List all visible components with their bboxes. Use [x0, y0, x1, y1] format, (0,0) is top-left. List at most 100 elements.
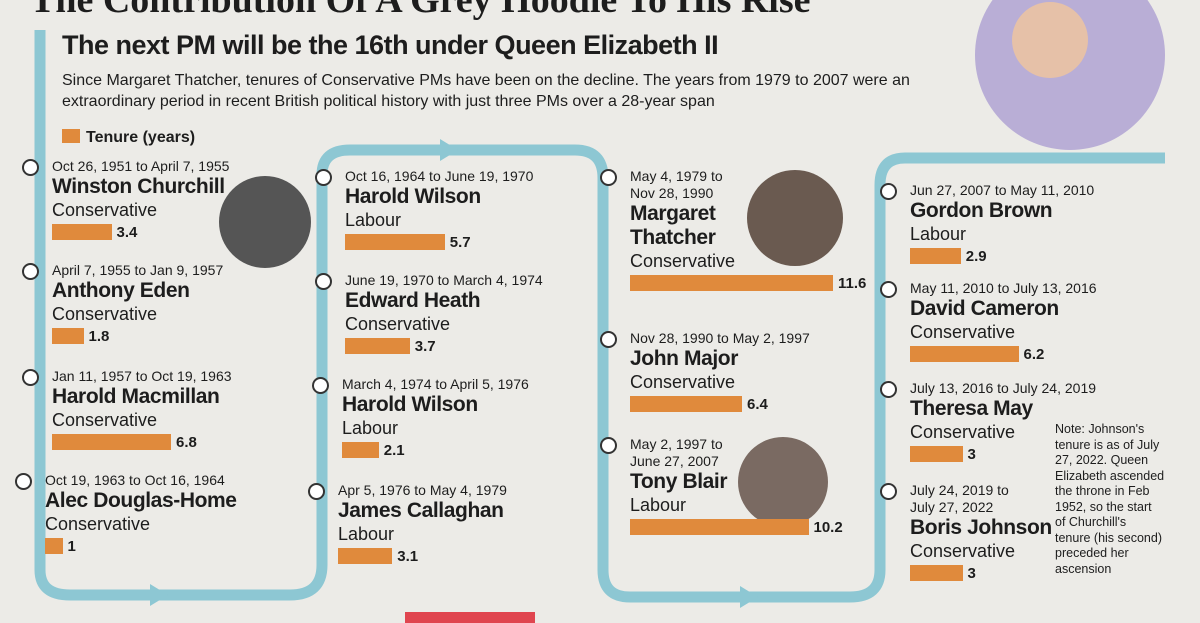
tenure-row: 1.8 [52, 325, 272, 347]
churchill-photo [219, 176, 311, 268]
pm-entry: Oct 26, 1951 to April 7, 1955 Winston Chu… [52, 158, 272, 243]
pm-party: Labour [342, 418, 399, 438]
pm-party: Labour [910, 224, 967, 244]
pm-name: Tony Blair [630, 470, 728, 493]
pm-dates: Oct 19, 1963 to Oct 16, 1964 [45, 472, 225, 488]
timeline-dot [880, 183, 897, 200]
timeline-dot [880, 483, 897, 500]
pm-dates: May 2, 1997 to June 27, 2007 [630, 436, 723, 469]
tenure-row: 3.1 [338, 545, 558, 567]
pm-dates: May 11, 2010 to July 13, 2016 [910, 280, 1097, 296]
timeline-dot [15, 473, 32, 490]
tenure-row: 3.4 [52, 221, 272, 243]
pm-name: Theresa May [910, 397, 1033, 420]
pm-party: Labour [630, 495, 687, 515]
pm-dates: Nov 28, 1990 to May 2, 1997 [630, 330, 810, 346]
pm-party: Conservative [630, 372, 736, 392]
tenure-label: 10.2 [813, 518, 843, 536]
pm-dates: April 7, 1955 to Jan 9, 1957 [52, 262, 224, 278]
pm-party: Conservative [45, 514, 151, 534]
timeline-dot [308, 483, 325, 500]
timeline-dot [22, 159, 39, 176]
tenure-bar [45, 538, 63, 554]
pm-name: John Major [630, 347, 739, 370]
pm-dates: Oct 16, 1964 to June 19, 1970 [345, 168, 534, 184]
red-tag [405, 612, 535, 623]
tenure-label: 2.9 [965, 247, 987, 265]
timeline-dot [315, 273, 332, 290]
pm-name: Gordon Brown [910, 199, 1053, 222]
tenure-label: 3.4 [116, 223, 138, 241]
pm-name: Winston Churchill [52, 175, 225, 198]
pm-dates: Jun 27, 2007 to May 11, 2010 [910, 182, 1095, 198]
tenure-bar [52, 328, 84, 344]
timeline-dot [312, 377, 329, 394]
timeline-dot [22, 369, 39, 386]
tenure-bar [345, 338, 410, 354]
timeline-dot [600, 331, 617, 348]
pm-dates: Apr 5, 1976 to May 4, 1979 [338, 482, 507, 498]
tenure-label: 6.8 [176, 433, 197, 451]
pm-party: Labour [338, 524, 395, 544]
pm-name: Harold Wilson [342, 393, 478, 416]
pm-party: Conservative [910, 541, 1016, 561]
pm-party: Labour [345, 210, 402, 230]
pm-party: Conservative [910, 422, 1016, 442]
blair-photo [738, 437, 828, 527]
pm-entry: Oct 19, 1963 to Oct 16, 1964 Alec Douglas… [45, 472, 265, 557]
tenure-bar [910, 346, 1019, 362]
pm-dates: July 24, 2019 to July 27, 2022 [910, 482, 1009, 515]
tenure-label: 6.4 [747, 395, 768, 413]
pm-party: Conservative [52, 200, 158, 220]
tenure-row: 11.6 [630, 272, 866, 294]
pm-entry: May 11, 2010 to July 13, 2016 David Camer… [910, 280, 1130, 365]
subtitle: Since Margaret Thatcher, tenures of Cons… [62, 72, 910, 110]
tenure-label: 3.1 [397, 547, 419, 565]
pm-name: Margaret Thatcher [630, 202, 716, 249]
timeline-path [34, 30, 1165, 603]
tenure-label: 1.8 [88, 327, 110, 345]
thatcher-photo [747, 170, 843, 266]
tenure-row: 2.1 [342, 439, 562, 461]
pm-entry: July 24, 2019 to July 27, 2022 Boris John… [910, 482, 1052, 584]
tenure-label: 5.7 [449, 233, 471, 251]
legend-label: Tenure (years) [86, 129, 196, 146]
pm-name: Harold Macmillan [52, 385, 220, 408]
tenure-row: 6.8 [52, 431, 272, 453]
tenure-label: 6.2 [1023, 345, 1045, 363]
legend-swatch [62, 129, 80, 143]
tenure-bar [342, 442, 379, 458]
pm-entry: Nov 28, 1990 to May 2, 1997 John Major Con… [630, 330, 850, 415]
queen-face [1012, 2, 1088, 78]
tenure-row: 5.7 [345, 231, 565, 253]
headline: The Contribution Of A Grey Hoodie To His… [30, 0, 811, 21]
tenure-bar [910, 565, 963, 581]
pm-party: Conservative [910, 322, 1016, 342]
pm-party: Conservative [52, 410, 158, 430]
tenure-bar [52, 224, 112, 240]
pm-entry: April 7, 1955 to Jan 9, 1957 Anthony Eden… [52, 262, 272, 347]
pm-name: Edward Heath [345, 289, 481, 312]
legend: Tenure (years) [62, 129, 195, 147]
tenure-row: 3 [910, 443, 1130, 465]
pm-dates: March 4, 1974 to April 5, 1976 [342, 376, 529, 392]
tenure-label: 1 [67, 537, 76, 555]
pm-entry: July 13, 2016 to July 24, 2019 Theresa Ma… [910, 380, 1130, 465]
title: The next PM will be the 16th under Queen… [62, 30, 719, 60]
pm-entry: Jan 11, 1957 to Oct 19, 1963 Harold Macmi… [52, 368, 272, 453]
pm-entry: March 4, 1974 to April 5, 1976 Harold Wil… [342, 376, 562, 461]
pm-name: James Callaghan [338, 499, 504, 522]
tenure-bar [630, 396, 742, 412]
tenure-bar [910, 248, 961, 264]
timeline-dot [880, 381, 897, 398]
pm-entry: Jun 27, 2007 to May 11, 2010 Gordon Brown… [910, 182, 1130, 267]
pm-party: Conservative [630, 251, 736, 271]
tenure-bar [338, 548, 393, 564]
pm-entry: May 4, 1979 to Nov 28, 1990 Margaret That… [630, 168, 866, 294]
tenure-label: 3 [967, 445, 976, 463]
pm-entry: Apr 5, 1976 to May 4, 1979 James Callagha… [338, 482, 558, 567]
pm-name: David Cameron [910, 297, 1059, 320]
tenure-label: 2.1 [383, 441, 405, 459]
